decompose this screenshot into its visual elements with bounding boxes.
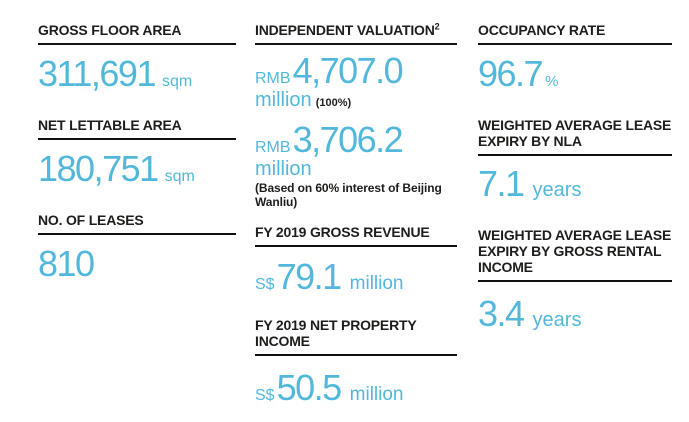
stat-unit-line: million [255,158,457,180]
stat-unit: million [349,384,404,405]
fact-column-occupancy-wale: OCCUPANCY RATE 96.7% WEIGHTED AVERAGE LE… [478,22,672,334]
stat-value: 810 [38,244,236,284]
stat-unit: years [532,309,582,331]
currency-prefix: S$ [255,276,275,293]
stat-wale-by-nla: WEIGHTED AVERAGE LEASE EXPIRY BY NLA 7.1… [478,117,672,204]
stat-heading: WEIGHTED AVERAGE LEASE EXPIRY BY NLA [478,117,672,156]
stat-unit: years [532,179,582,201]
stat-unit: % [545,73,559,90]
stat-unit: million [255,158,312,180]
valuation-100pct: RMB4,707.0 million (100%) [255,51,457,114]
currency-prefix: RMB [255,139,291,156]
stat-heading: FY 2019 NET PROPERTY INCOME [255,317,457,356]
stat-value: 3.4 years [478,294,672,334]
stat-value: RMB4,707.0 [255,51,457,91]
stat-number: 810 [38,243,95,284]
stat-number: 311,691 [38,53,156,94]
stat-value: 180,751 sqm [38,149,236,189]
stat-heading: OCCUPANCY RATE [478,22,672,45]
stat-number: 4,707.0 [292,50,404,91]
stat-number: 50.5 [276,367,343,408]
stat-number: 79.1 [276,256,343,297]
currency-prefix: S$ [255,387,275,404]
stat-number: 96.7 [478,53,544,94]
fact-column-areas: GROSS FLOOR AREA 311,691 sqm NET LETTABLE… [38,22,236,284]
valuation-60pct: RMB3,706.2 million (Based on 60% interes… [255,120,457,210]
footnote-marker: 2 [434,21,440,32]
stat-wale-by-gross-rental-income: WEIGHTED AVERAGE LEASE EXPIRY BY GROSS R… [478,227,672,334]
stat-heading-text: INDEPENDENT VALUATION [255,22,435,38]
stat-fy2019-net-property-income: FY 2019 NET PROPERTY INCOME S$50.5 millio… [255,317,457,408]
stat-unit: sqm [161,73,193,90]
stat-fy2019-gross-revenue: FY 2019 GROSS REVENUE S$79.1 million [255,224,457,297]
stat-value: 311,691 sqm [38,54,236,94]
stat-unit-line: million (100%) [255,89,457,114]
fact-column-financials: INDEPENDENT VALUATION2 RMB4,707.0 millio… [255,22,457,408]
stat-occupancy-rate: OCCUPANCY RATE 96.7% [478,22,672,94]
currency-prefix: RMB [255,70,291,87]
stat-value: 96.7% [478,54,672,94]
stat-value: S$50.5 million [255,368,457,408]
stat-note: (Based on 60% interest of Beijing Wanliu… [255,181,442,209]
stat-heading: GROSS FLOOR AREA [38,22,236,45]
stat-gross-floor-area: GROSS FLOOR AREA 311,691 sqm [38,22,236,94]
stat-heading: NO. OF LEASES [38,212,236,235]
stat-value: S$79.1 million [255,257,457,297]
stat-heading: NET LETTABLE AREA [38,117,236,140]
stat-unit: million [349,273,404,294]
stat-unit: million [255,89,312,111]
stat-net-lettable-area: NET LETTABLE AREA 180,751 sqm [38,117,236,189]
stat-number: 3.4 [478,293,525,334]
stat-heading: INDEPENDENT VALUATION2 [255,22,457,45]
stat-heading: FY 2019 GROSS REVENUE [255,224,457,247]
stat-number: 3,706.2 [292,119,404,160]
stat-number: 7.1 [478,163,525,204]
stat-heading: WEIGHTED AVERAGE LEASE EXPIRY BY GROSS R… [478,227,672,282]
stat-value: RMB3,706.2 [255,120,457,160]
stat-unit-note: (100%) [315,97,352,109]
stat-no-of-leases: NO. OF LEASES 810 [38,212,236,284]
stat-unit: sqm [164,168,195,185]
stat-independent-valuation: INDEPENDENT VALUATION2 RMB4,707.0 millio… [255,22,457,209]
stat-value: 7.1 years [478,164,672,204]
stat-number: 180,751 [38,148,159,189]
